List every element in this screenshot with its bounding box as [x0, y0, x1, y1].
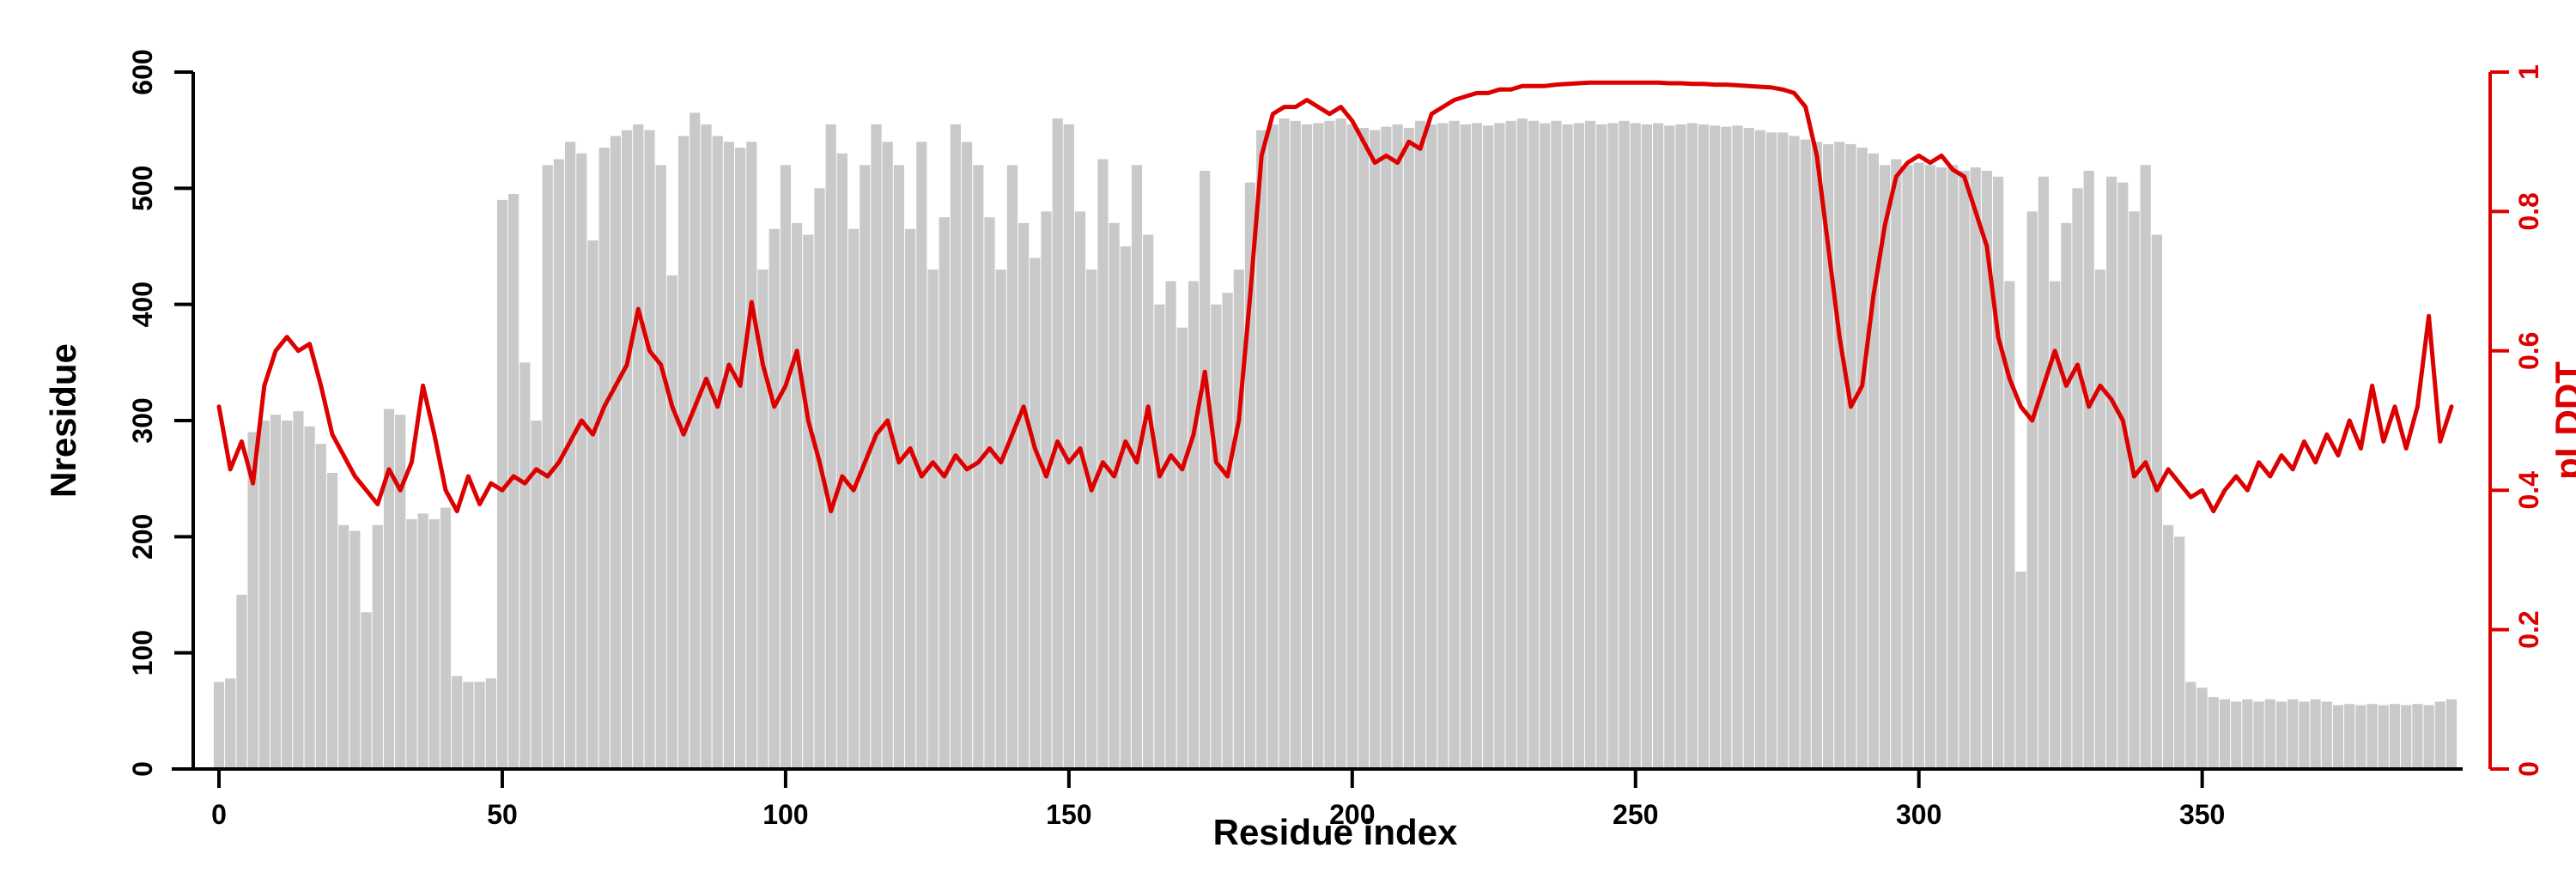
- right-axis-title: pLDDT: [2548, 361, 2576, 480]
- svg-text:500: 500: [127, 166, 158, 211]
- svg-text:400: 400: [127, 282, 158, 327]
- svg-text:250: 250: [1613, 799, 1658, 830]
- x-axis-title: Residue index: [1213, 812, 1458, 852]
- svg-text:200: 200: [1329, 799, 1375, 830]
- svg-text:300: 300: [1896, 799, 1941, 830]
- svg-text:0: 0: [2513, 761, 2544, 777]
- svg-text:0.6: 0.6: [2513, 332, 2544, 370]
- svg-text:0: 0: [211, 799, 227, 830]
- svg-text:350: 350: [2179, 799, 2225, 830]
- svg-text:50: 50: [487, 799, 518, 830]
- svg-text:0.8: 0.8: [2513, 192, 2544, 230]
- svg-text:150: 150: [1046, 799, 1091, 830]
- svg-text:600: 600: [127, 49, 158, 94]
- plddt-nresidue-chart: 0 100 200 300 400 500 600 0 50 100 150 200 250 300 350…: [34, 14, 2576, 872]
- svg-text:300: 300: [127, 397, 158, 443]
- left-axis-title: Nresidue: [43, 343, 83, 498]
- chart-canvas: 0 100 200 300 400 500 600 0 50 100 150 200 250 300 350…: [43, 49, 2576, 852]
- svg-text:0: 0: [127, 761, 158, 777]
- svg-text:1: 1: [2513, 64, 2544, 80]
- svg-text:200: 200: [127, 514, 158, 560]
- nresidue-bars: [213, 112, 2458, 770]
- svg-text:0.2: 0.2: [2513, 610, 2544, 648]
- svg-text:100: 100: [127, 630, 158, 675]
- plddt-line: [216, 80, 2454, 514]
- svg-text:0.4: 0.4: [2513, 471, 2544, 510]
- svg-text:100: 100: [762, 799, 808, 830]
- axes: 0 100 200 300 400 500 600 0 50 100 150 200 250 300 350…: [127, 49, 2544, 830]
